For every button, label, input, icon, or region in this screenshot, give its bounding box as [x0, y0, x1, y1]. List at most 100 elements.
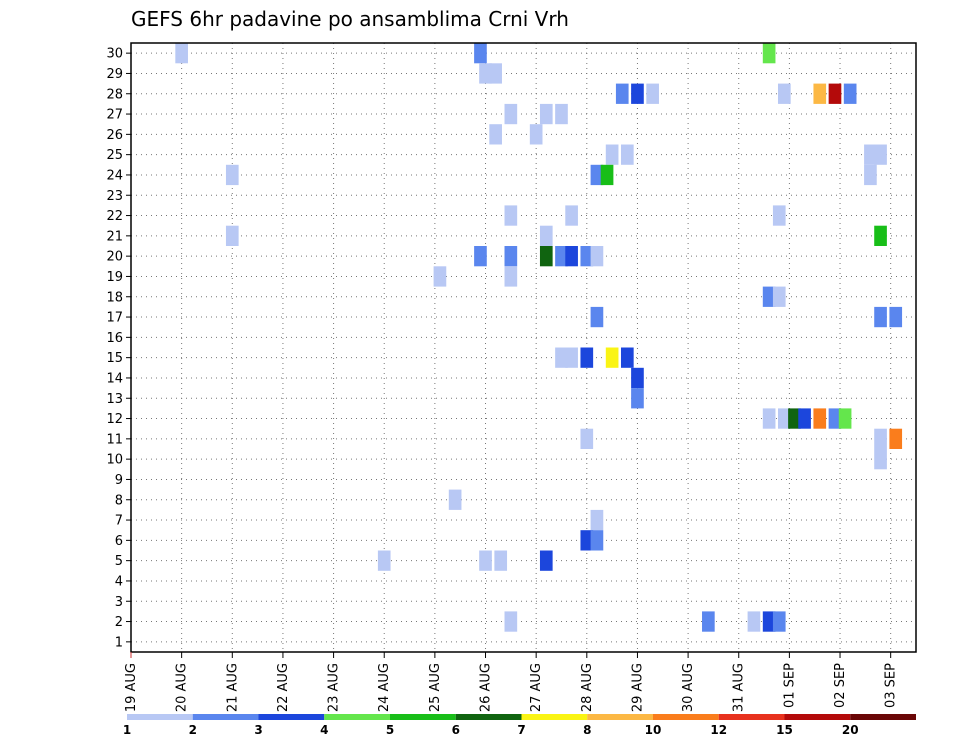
heatmap-cell: [590, 509, 604, 531]
x-tick-label: 28 AUG: [580, 663, 595, 712]
heatmap-cell: [874, 225, 887, 246]
heatmap-cell: [590, 306, 604, 328]
y-tick-label: 18: [106, 290, 123, 305]
legend-label: 10: [645, 723, 662, 737]
y-tick-label: 3: [115, 595, 123, 610]
y-tick-label: 8: [115, 493, 123, 508]
heatmap-cell: [580, 428, 594, 449]
y-tick-label: 17: [106, 311, 123, 326]
heatmap-cell: [474, 43, 487, 64]
legend-swatch: [127, 714, 193, 720]
x-tick-label: 22 AUG: [276, 663, 291, 712]
heatmap-cell: [762, 43, 776, 64]
heatmap-cell: [539, 103, 553, 125]
heatmap-cell: [474, 246, 487, 267]
legend-swatch: [587, 714, 653, 720]
y-tick-label: 16: [106, 331, 123, 346]
legend-label: 7: [517, 723, 525, 737]
heatmap-cell: [225, 225, 239, 246]
y-tick-label: 23: [106, 189, 123, 204]
heatmap-cell: [772, 286, 786, 307]
heatmap-cell: [504, 246, 518, 267]
heatmap-cell: [565, 205, 578, 226]
heatmap-cell: [565, 246, 578, 267]
heatmap-cell: [874, 449, 887, 470]
legend-label: 20: [842, 723, 859, 737]
legend-swatch: [784, 714, 851, 720]
heatmap-cell: [225, 164, 239, 186]
chart-title: GEFS 6hr padavine po ansamblima Crni Vrh: [131, 7, 569, 31]
heatmap-cell: [175, 43, 188, 64]
y-tick-label: 2: [115, 615, 123, 630]
y-tick-label: 11: [106, 432, 123, 447]
x-tick-label: 25 AUG: [428, 663, 443, 712]
legend-label: 2: [189, 723, 197, 737]
heatmap-cell: [828, 83, 842, 104]
legend-swatch: [455, 714, 522, 720]
heatmap-cell: [448, 489, 462, 510]
heatmap-cell: [777, 408, 791, 429]
heatmap-cell: [539, 225, 553, 246]
heatmap-cell: [580, 246, 594, 267]
y-tick-label: 24: [106, 168, 123, 183]
heatmap-cell: [529, 124, 543, 145]
heatmap-cell: [762, 611, 776, 632]
heatmap-cell: [620, 144, 634, 165]
heatmap-cell: [798, 408, 811, 429]
x-tick-label: 29 AUG: [630, 663, 645, 712]
y-axis-ticks: 1234567891011121314151617181920212223242…: [106, 47, 131, 650]
y-tick-label: 4: [115, 574, 123, 589]
heatmap-cell: [889, 306, 903, 328]
y-tick-label: 1: [115, 635, 123, 650]
heatmap-cell: [828, 408, 842, 429]
x-tick-label: 21 AUG: [225, 663, 240, 712]
grid-lines: [131, 43, 916, 652]
y-tick-label: 21: [106, 229, 123, 244]
heatmap-cell: [377, 550, 391, 571]
legend-swatch: [258, 714, 325, 720]
y-tick-label: 9: [115, 473, 123, 488]
legend-swatch: [653, 714, 719, 720]
x-tick-label: 27 AUG: [529, 663, 544, 712]
y-tick-label: 25: [106, 148, 123, 163]
legend-label: 4: [320, 723, 328, 737]
y-tick-label: 13: [106, 392, 123, 407]
legend-label: 6: [452, 723, 460, 737]
heatmap-cell: [864, 144, 877, 165]
legend-swatch: [192, 714, 259, 720]
y-tick-label: 12: [106, 412, 123, 427]
heatmap-cell: [580, 347, 594, 368]
heatmap-cell: [494, 550, 508, 571]
y-tick-label: 26: [106, 128, 123, 143]
heatmap-cell: [772, 205, 786, 226]
heatmap-cell: [702, 611, 715, 632]
legend-label: 8: [583, 723, 591, 737]
legend-swatch: [390, 714, 456, 720]
color-legend: 1 2 3 4 5 6 7 8 10 12 15 20: [123, 714, 916, 737]
heatmap-cell: [631, 388, 644, 409]
heatmap-cell: [772, 611, 786, 632]
heatmap-cell: [605, 347, 619, 368]
x-tick-label: 19 AUG: [124, 663, 139, 712]
y-tick-label: 7: [115, 514, 123, 529]
heatmap-cell: [479, 550, 492, 571]
y-tick-label: 10: [106, 453, 123, 468]
heatmap-cell: [555, 246, 568, 267]
heatmap-cell: [504, 266, 518, 287]
heatmap-cell: [813, 83, 827, 104]
heatmap-cell: [489, 63, 502, 84]
x-tick-label: 01 SEP: [782, 663, 797, 708]
x-tick-label: 26 AUG: [479, 663, 494, 712]
legend-swatch: [718, 714, 785, 720]
heatmap-cell: [555, 103, 568, 125]
x-tick-label: 03 SEP: [884, 663, 899, 708]
heatmap-cell: [539, 550, 553, 571]
legend-label: 1: [123, 723, 131, 737]
heatmap-cell: [590, 530, 604, 551]
heatmap-cell: [777, 83, 791, 104]
heatmap-cell: [874, 144, 887, 165]
heatmap-cell: [600, 164, 614, 186]
heatmap-cell: [864, 164, 877, 186]
heatmap-cell: [874, 306, 887, 328]
